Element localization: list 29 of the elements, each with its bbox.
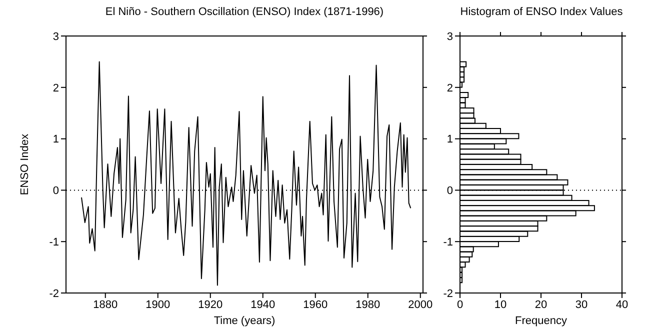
x-tick-label: 1880: [93, 298, 118, 311]
x-tick-label: 2000: [408, 298, 433, 311]
x-tick-label: 20: [534, 298, 548, 311]
x-tick-label: 10: [494, 298, 507, 311]
x-tick-label: 1900: [146, 298, 170, 311]
x-axis-title: Frequency: [515, 315, 568, 327]
y-tick-label: 2: [52, 82, 59, 94]
y-tick-label: 2: [446, 82, 453, 94]
y-tick-label: 0: [446, 185, 453, 198]
x-tick-label: 40: [616, 298, 628, 311]
y-tick-label: 3: [446, 30, 453, 43]
y-tick-label: -2: [443, 288, 453, 300]
x-axis-title: Time (years): [214, 315, 276, 327]
x-tick-label: 0: [456, 298, 464, 311]
x-tick-label: 1940: [250, 298, 276, 311]
y-axis-title: ENSO Index: [18, 133, 31, 196]
chart-title: El Niño - Southern Oscillation (ENSO) Index (1871-1996): [104, 6, 385, 18]
y-tick-label: -1: [443, 236, 453, 249]
y-tick-label: 0: [52, 185, 59, 198]
chart-title: Histogram of ENSO Index Values: [460, 6, 623, 18]
x-tick-label: 1980: [356, 298, 380, 311]
y-tick-label: 1: [52, 134, 59, 146]
y-tick-label: -1: [49, 236, 59, 249]
x-tick-label: 1920: [198, 298, 223, 311]
y-tick-label: 3: [52, 30, 59, 43]
y-tick-label: -2: [49, 288, 59, 300]
x-tick-label: 30: [575, 298, 588, 311]
y-tick-label: 1: [446, 134, 453, 146]
x-tick-label: 1960: [303, 298, 328, 311]
